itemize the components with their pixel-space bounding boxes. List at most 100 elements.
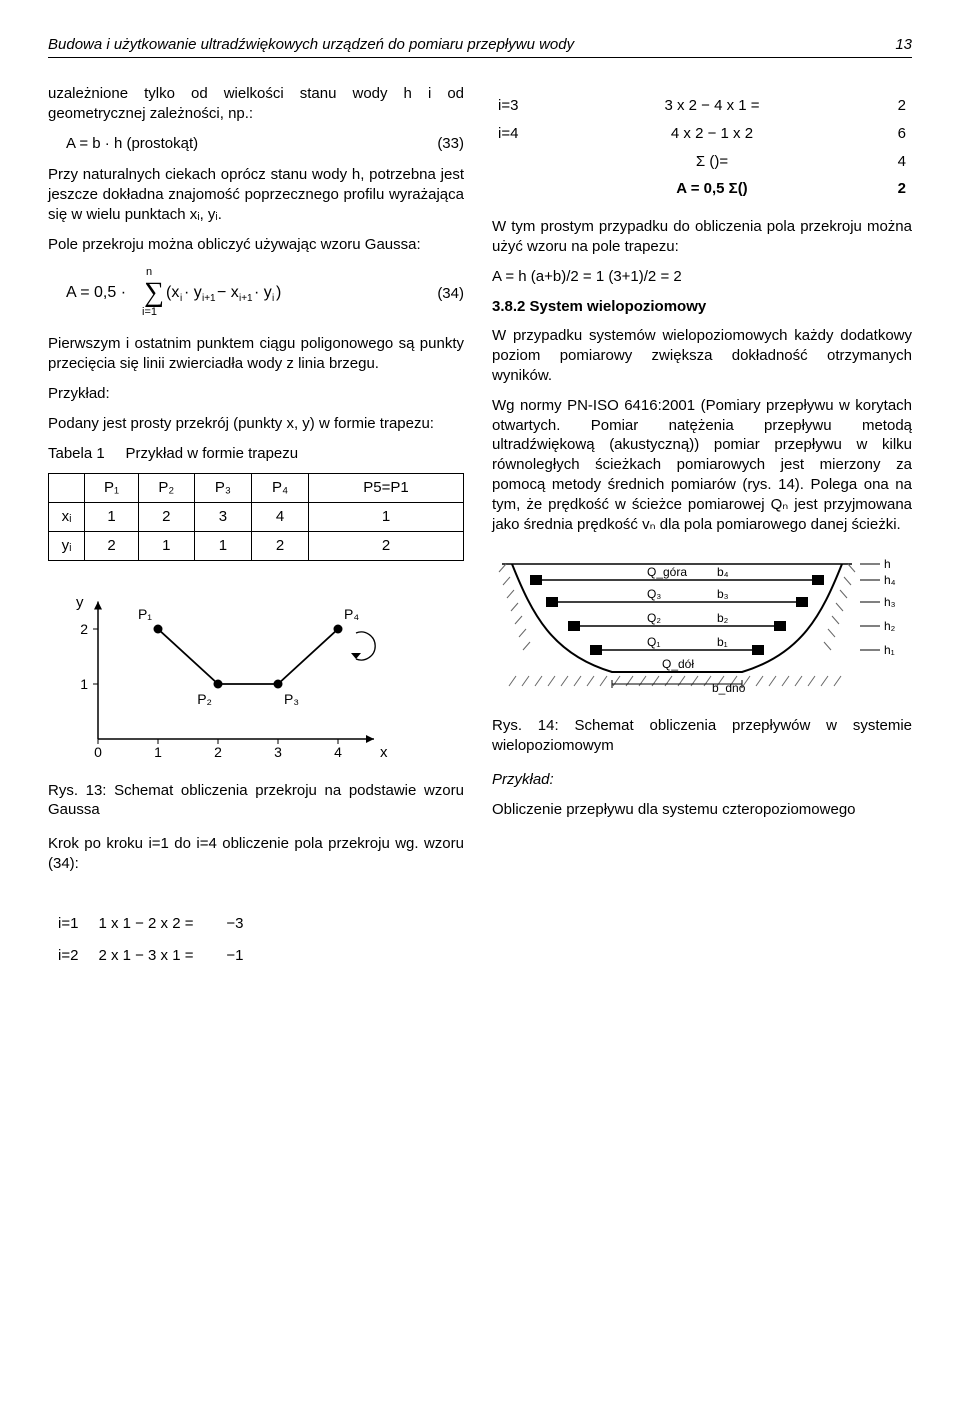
- calc-row: A = 0,5 Σ() 2: [492, 175, 912, 203]
- svg-text:Q_góra: Q_góra: [647, 565, 687, 579]
- td: 1: [138, 531, 194, 560]
- left-p2: Przy naturalnych ciekach oprócz stanu wo…: [48, 165, 464, 224]
- th: P₂: [138, 474, 194, 503]
- eq34-body: A = 0,5 · ∑ n i=1 (x i · y i+1 − x i+1 ·…: [48, 265, 286, 323]
- right-example-label: Przykład:: [492, 770, 912, 790]
- td: 2: [251, 531, 308, 560]
- td: xᵢ: [49, 503, 85, 532]
- calc-mid: 4 x 2 − 1 x 2: [552, 120, 872, 148]
- svg-text:i: i: [180, 293, 182, 304]
- calc-row: i=4 4 x 2 − 1 x 2 6: [492, 120, 912, 148]
- calc-mid: A = 0,5 Σ(): [552, 175, 872, 203]
- calc-rhs: 2: [872, 175, 912, 203]
- svg-text:i+1: i+1: [202, 293, 216, 304]
- svg-text:y: y: [76, 594, 84, 611]
- calc-lhs: i=4: [492, 120, 552, 148]
- svg-text:· y: · y: [254, 284, 272, 301]
- svg-text:Q₃: Q₃: [647, 587, 661, 601]
- svg-text:h₄: h₄: [884, 573, 896, 587]
- svg-text:i: i: [272, 293, 274, 304]
- td: 1: [194, 531, 251, 560]
- calc-lhs: i=1: [48, 908, 88, 940]
- left-p3: Pole przekroju można obliczyć używając w…: [48, 235, 464, 255]
- calc-rhs: 2: [872, 92, 912, 120]
- svg-text:3: 3: [274, 744, 282, 760]
- calc-mid: 3 x 2 − 4 x 1 =: [552, 92, 872, 120]
- figure-14: Q_górab₄h₄Q₃b₃h₃Q₂b₂h₂Q₁b₁h₁Q_dółb_dnoh: [492, 544, 912, 710]
- table-row: yᵢ 2 1 1 2 2: [49, 531, 464, 560]
- td: 1: [309, 503, 464, 532]
- header-rule: [48, 57, 912, 58]
- equation-33: A = b · h (prostokąt) (33): [48, 134, 464, 154]
- svg-text:P₂: P₂: [197, 691, 212, 707]
- svg-text:h₁: h₁: [884, 643, 895, 657]
- calc-lhs: i=2: [48, 940, 88, 972]
- table-row: P₁ P₂ P₃ P₄ P5=P1: [49, 474, 464, 503]
- svg-text:∑: ∑: [144, 277, 164, 308]
- svg-text:i+1: i+1: [239, 293, 253, 304]
- svg-text:A = 0,5 ·: A = 0,5 ·: [66, 284, 126, 301]
- svg-text:b₂: b₂: [717, 611, 729, 625]
- eq33-number: (33): [437, 134, 464, 154]
- calc-lhs: i=3: [492, 92, 552, 120]
- table-row: xᵢ 1 2 3 4 1: [49, 503, 464, 532]
- eq34-number: (34): [437, 284, 464, 304]
- left-p5: Podany jest prosty przekrój (punkty x, y…: [48, 414, 464, 434]
- svg-text:): ): [276, 284, 281, 301]
- td: yᵢ: [49, 531, 85, 560]
- svg-text:P₄: P₄: [344, 606, 359, 622]
- svg-text:4: 4: [334, 744, 342, 760]
- svg-text:b₁: b₁: [717, 635, 728, 649]
- left-p6: Krok po kroku i=1 do i=4 obliczenie pola…: [48, 834, 464, 874]
- svg-text:h₂: h₂: [884, 619, 896, 633]
- svg-text:1: 1: [154, 744, 162, 760]
- svg-text:h: h: [884, 557, 891, 571]
- svg-text:x: x: [380, 744, 388, 761]
- th: P₄: [251, 474, 308, 503]
- bottom-calc-block: i=1 1 x 1 − 2 x 2 = −3 i=2 2 x 1 − 3 x 1…: [48, 908, 464, 972]
- right-calc-table: i=3 3 x 2 − 4 x 1 = 2 i=4 4 x 2 − 1 x 2 …: [492, 92, 912, 203]
- figure-13: 0123412xyP₁P₂P₃P₄: [48, 579, 464, 775]
- td: 4: [251, 503, 308, 532]
- svg-text:n: n: [146, 266, 152, 278]
- right-p3: W przypadku systemów wielopoziomowych ka…: [492, 326, 912, 385]
- section-heading-3-8-2: 3.8.2 System wielopoziomowy: [492, 297, 912, 317]
- svg-text:b_dno: b_dno: [712, 681, 746, 695]
- table1-caption: Tabela 1 Przykład w formie trapezu: [48, 444, 464, 464]
- calc-mid: 1 x 1 − 2 x 2 =: [88, 908, 203, 940]
- td: 1: [85, 503, 139, 532]
- left-example-label: Przykład:: [48, 384, 464, 404]
- calc-mid: 2 x 1 − 3 x 1 =: [88, 940, 203, 972]
- right-p4: Wg normy PN-ISO 6416:2001 (Pomiary przep…: [492, 396, 912, 535]
- calc-rhs: −1: [204, 940, 254, 972]
- th: P5=P1: [309, 474, 464, 503]
- right-p5: Obliczenie przepływu dla systemu czterop…: [492, 800, 912, 820]
- calc-row: i=3 3 x 2 − 4 x 1 = 2: [492, 92, 912, 120]
- svg-text:i=1: i=1: [142, 306, 157, 317]
- running-head: Budowa i użytkowanie ultradźwiękowych ur…: [48, 36, 912, 53]
- th: P₃: [194, 474, 251, 503]
- header-page-number: 13: [895, 36, 912, 53]
- right-p1: W tym prostym przypadku do obliczenia po…: [492, 217, 912, 257]
- left-column: uzależnione tylko od wielkości stanu wod…: [48, 84, 464, 971]
- svg-text:0: 0: [94, 744, 102, 760]
- svg-text:2: 2: [214, 744, 222, 760]
- calc-rhs: 6: [872, 120, 912, 148]
- calc-rhs: −3: [204, 908, 254, 940]
- td: 2: [138, 503, 194, 532]
- svg-text:· y: · y: [184, 284, 202, 301]
- svg-text:Q₂: Q₂: [647, 611, 661, 625]
- th: [49, 474, 85, 503]
- svg-text:P₁: P₁: [138, 606, 152, 622]
- svg-text:− x: − x: [217, 284, 239, 301]
- calc-rhs: 4: [872, 148, 912, 176]
- svg-text:Q_dół: Q_dół: [662, 657, 694, 671]
- td: 2: [85, 531, 139, 560]
- calc-row: Σ ()= 4: [492, 148, 912, 176]
- th: P₁: [85, 474, 139, 503]
- calc-mid: Σ ()=: [552, 148, 872, 176]
- td: 3: [194, 503, 251, 532]
- header-title: Budowa i użytkowanie ultradźwiękowych ur…: [48, 36, 574, 53]
- svg-text:b₄: b₄: [717, 565, 729, 579]
- left-p1: uzależnione tylko od wielkości stanu wod…: [48, 84, 464, 124]
